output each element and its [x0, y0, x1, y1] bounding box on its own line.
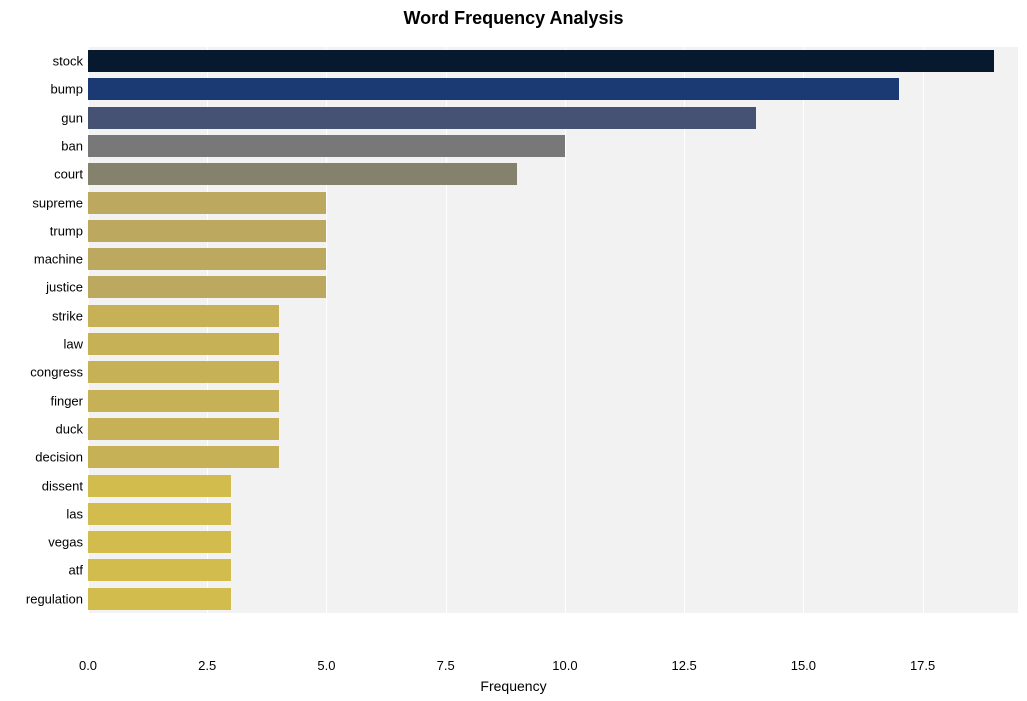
bar	[88, 588, 231, 610]
y-axis-label: law	[63, 337, 83, 352]
y-axis-label: duck	[56, 421, 83, 436]
chart-container: Word Frequency Analysis Frequency stock b…	[0, 0, 1027, 701]
x-axis-tick-label: 7.5	[437, 658, 455, 673]
bar	[88, 163, 517, 185]
y-axis-label: trump	[50, 223, 83, 238]
bar	[88, 305, 279, 327]
y-axis-label: strike	[52, 308, 83, 323]
y-axis-label: machine	[34, 252, 83, 267]
chart-title: Word Frequency Analysis	[0, 8, 1027, 29]
bar	[88, 418, 279, 440]
bar	[88, 248, 326, 270]
bar	[88, 135, 565, 157]
bar	[88, 78, 899, 100]
vertical-gridline	[684, 36, 685, 656]
y-axis-label: dissent	[42, 478, 83, 493]
bar	[88, 390, 279, 412]
y-axis-label: ban	[61, 138, 83, 153]
bar	[88, 559, 231, 581]
x-axis-tick-label: 2.5	[198, 658, 216, 673]
y-axis-label: congress	[30, 365, 83, 380]
y-axis-label: justice	[46, 280, 83, 295]
bar	[88, 333, 279, 355]
y-axis-label: finger	[50, 393, 83, 408]
bar	[88, 107, 756, 129]
vertical-gridline	[565, 36, 566, 656]
bar	[88, 50, 994, 72]
bar	[88, 276, 326, 298]
vertical-gridline	[803, 36, 804, 656]
y-axis-label: bump	[50, 82, 83, 97]
bar	[88, 361, 279, 383]
y-axis-label: regulation	[26, 591, 83, 606]
y-axis-label: vegas	[48, 535, 83, 550]
y-axis-label: gun	[61, 110, 83, 125]
x-axis-tick-label: 0.0	[79, 658, 97, 673]
bar	[88, 192, 326, 214]
bar	[88, 475, 231, 497]
vertical-gridline	[923, 36, 924, 656]
plot-area	[88, 36, 1018, 656]
x-axis-tick-label: 15.0	[791, 658, 816, 673]
x-axis-tick-label: 12.5	[671, 658, 696, 673]
y-axis-label: decision	[35, 450, 83, 465]
y-axis-label: supreme	[32, 195, 83, 210]
bar	[88, 503, 231, 525]
bar	[88, 446, 279, 468]
y-axis-label: court	[54, 167, 83, 182]
x-axis-tick-label: 5.0	[317, 658, 335, 673]
vertical-gridline	[446, 36, 447, 656]
y-axis-label: stock	[53, 54, 83, 69]
x-axis-tick-label: 17.5	[910, 658, 935, 673]
bar	[88, 531, 231, 553]
y-axis-label: atf	[69, 563, 83, 578]
bar	[88, 220, 326, 242]
y-axis-label: las	[66, 506, 83, 521]
vertical-gridline	[326, 36, 327, 656]
x-axis-tick-label: 10.0	[552, 658, 577, 673]
x-axis-title: Frequency	[0, 678, 1027, 694]
